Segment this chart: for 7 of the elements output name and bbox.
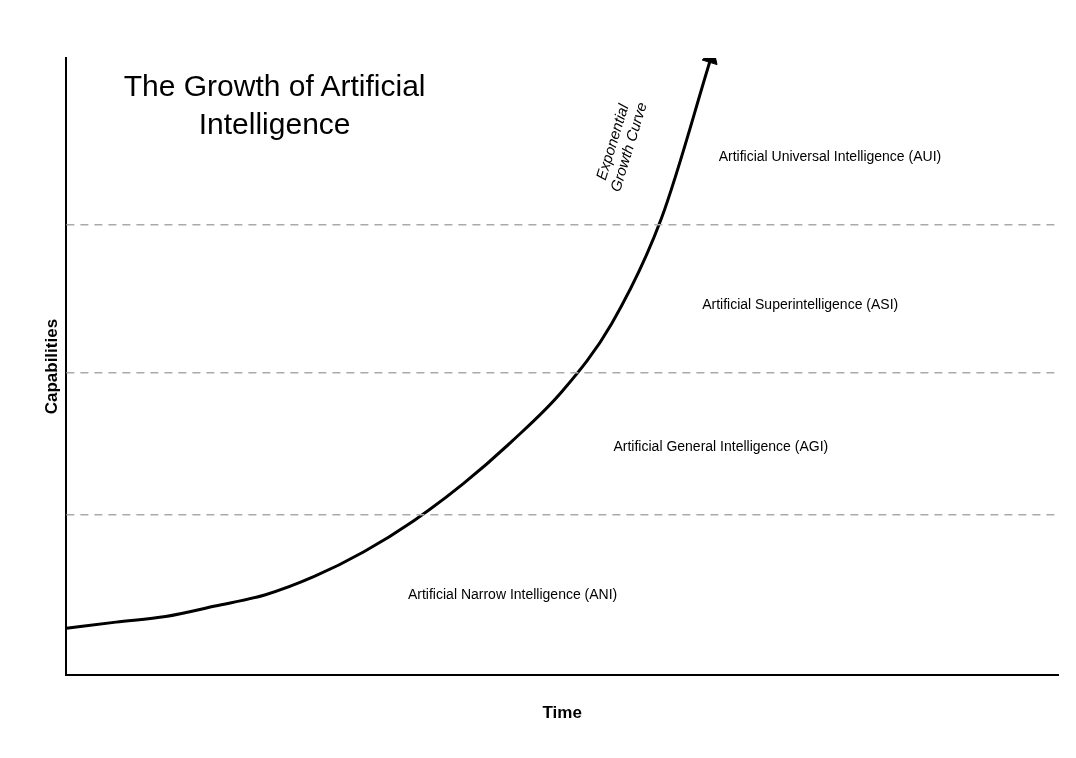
x-axis-title: Time (542, 703, 582, 723)
text: The Growth of Artificial Intelligence (123, 69, 426, 141)
annotation: Artificial General Intelligence (AGI) (613, 437, 829, 454)
annotation: Artificial Narrow Intelligence (ANI) (407, 585, 618, 602)
y-axis-title: Capabilities (41, 318, 61, 415)
annotation: Artificial Universal Intelligence (AUI) (718, 147, 942, 164)
annotation: Artificial Superintelligence (ASI) (702, 295, 899, 312)
